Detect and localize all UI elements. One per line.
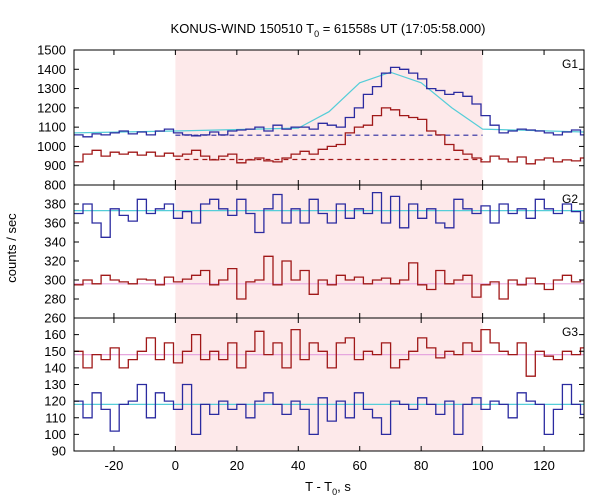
y-tick-label: 1100 bbox=[38, 120, 66, 135]
y-tick-label: 140 bbox=[44, 360, 66, 375]
x-tick-label: 20 bbox=[230, 458, 244, 473]
x-axis-label: T - T0, s bbox=[305, 479, 351, 497]
y-tick-label: 900 bbox=[44, 158, 66, 173]
y-tick-label: 90 bbox=[52, 444, 66, 459]
y-tick-label: 360 bbox=[44, 216, 66, 231]
panel-label-g2: G2 bbox=[562, 192, 578, 206]
y-tick-label: 1400 bbox=[37, 62, 66, 77]
x-tick-label: 120 bbox=[533, 458, 555, 473]
y-tick-label: 320 bbox=[44, 254, 66, 269]
y-tick-label: 300 bbox=[44, 273, 66, 288]
panel-g2 bbox=[74, 191, 584, 300]
y-tick-label: 380 bbox=[44, 197, 66, 212]
y-tick-label: 800 bbox=[44, 178, 66, 193]
y-tick-label: 1000 bbox=[37, 139, 66, 154]
panel-g3 bbox=[74, 328, 584, 436]
y-tick-label: 1500 bbox=[37, 43, 66, 58]
y-tick-label: 150 bbox=[44, 344, 66, 359]
x-tick-label: 0 bbox=[172, 458, 179, 473]
y-tick-label: 1300 bbox=[37, 81, 66, 96]
highlight-band bbox=[175, 50, 483, 451]
x-tick-label: 100 bbox=[472, 458, 494, 473]
series-g3-blue bbox=[74, 383, 584, 436]
series-g1-red bbox=[74, 107, 584, 165]
y-tick-label: 120 bbox=[44, 394, 66, 409]
x-tick-label: 40 bbox=[291, 458, 305, 473]
panel-label-g1: G1 bbox=[562, 57, 578, 71]
y-tick-label: 280 bbox=[44, 292, 66, 307]
series-g2-red bbox=[74, 255, 584, 300]
series-g2-blue bbox=[74, 191, 584, 238]
x-tick-label: 60 bbox=[352, 458, 366, 473]
x-tick-label: -20 bbox=[105, 458, 124, 473]
series-g3-red bbox=[74, 328, 584, 377]
x-tick-label: 80 bbox=[414, 458, 428, 473]
series-g1-blue bbox=[74, 66, 584, 138]
y-tick-label: 130 bbox=[44, 377, 66, 392]
panel-label-g3: G3 bbox=[562, 325, 578, 339]
y-tick-label: 1200 bbox=[37, 100, 66, 115]
y-axis-label: counts / sec bbox=[4, 213, 19, 283]
y-tick-label: 160 bbox=[44, 327, 66, 342]
y-tick-label: 260 bbox=[44, 311, 66, 326]
y-tick-label: 100 bbox=[44, 427, 66, 442]
panel-g1 bbox=[74, 66, 584, 165]
y-tick-label: 340 bbox=[44, 235, 66, 250]
y-tick-label: 110 bbox=[45, 410, 66, 425]
chart-title: KONUS-WIND 150510 T0 = 61558s UT (17:05:… bbox=[171, 21, 486, 39]
